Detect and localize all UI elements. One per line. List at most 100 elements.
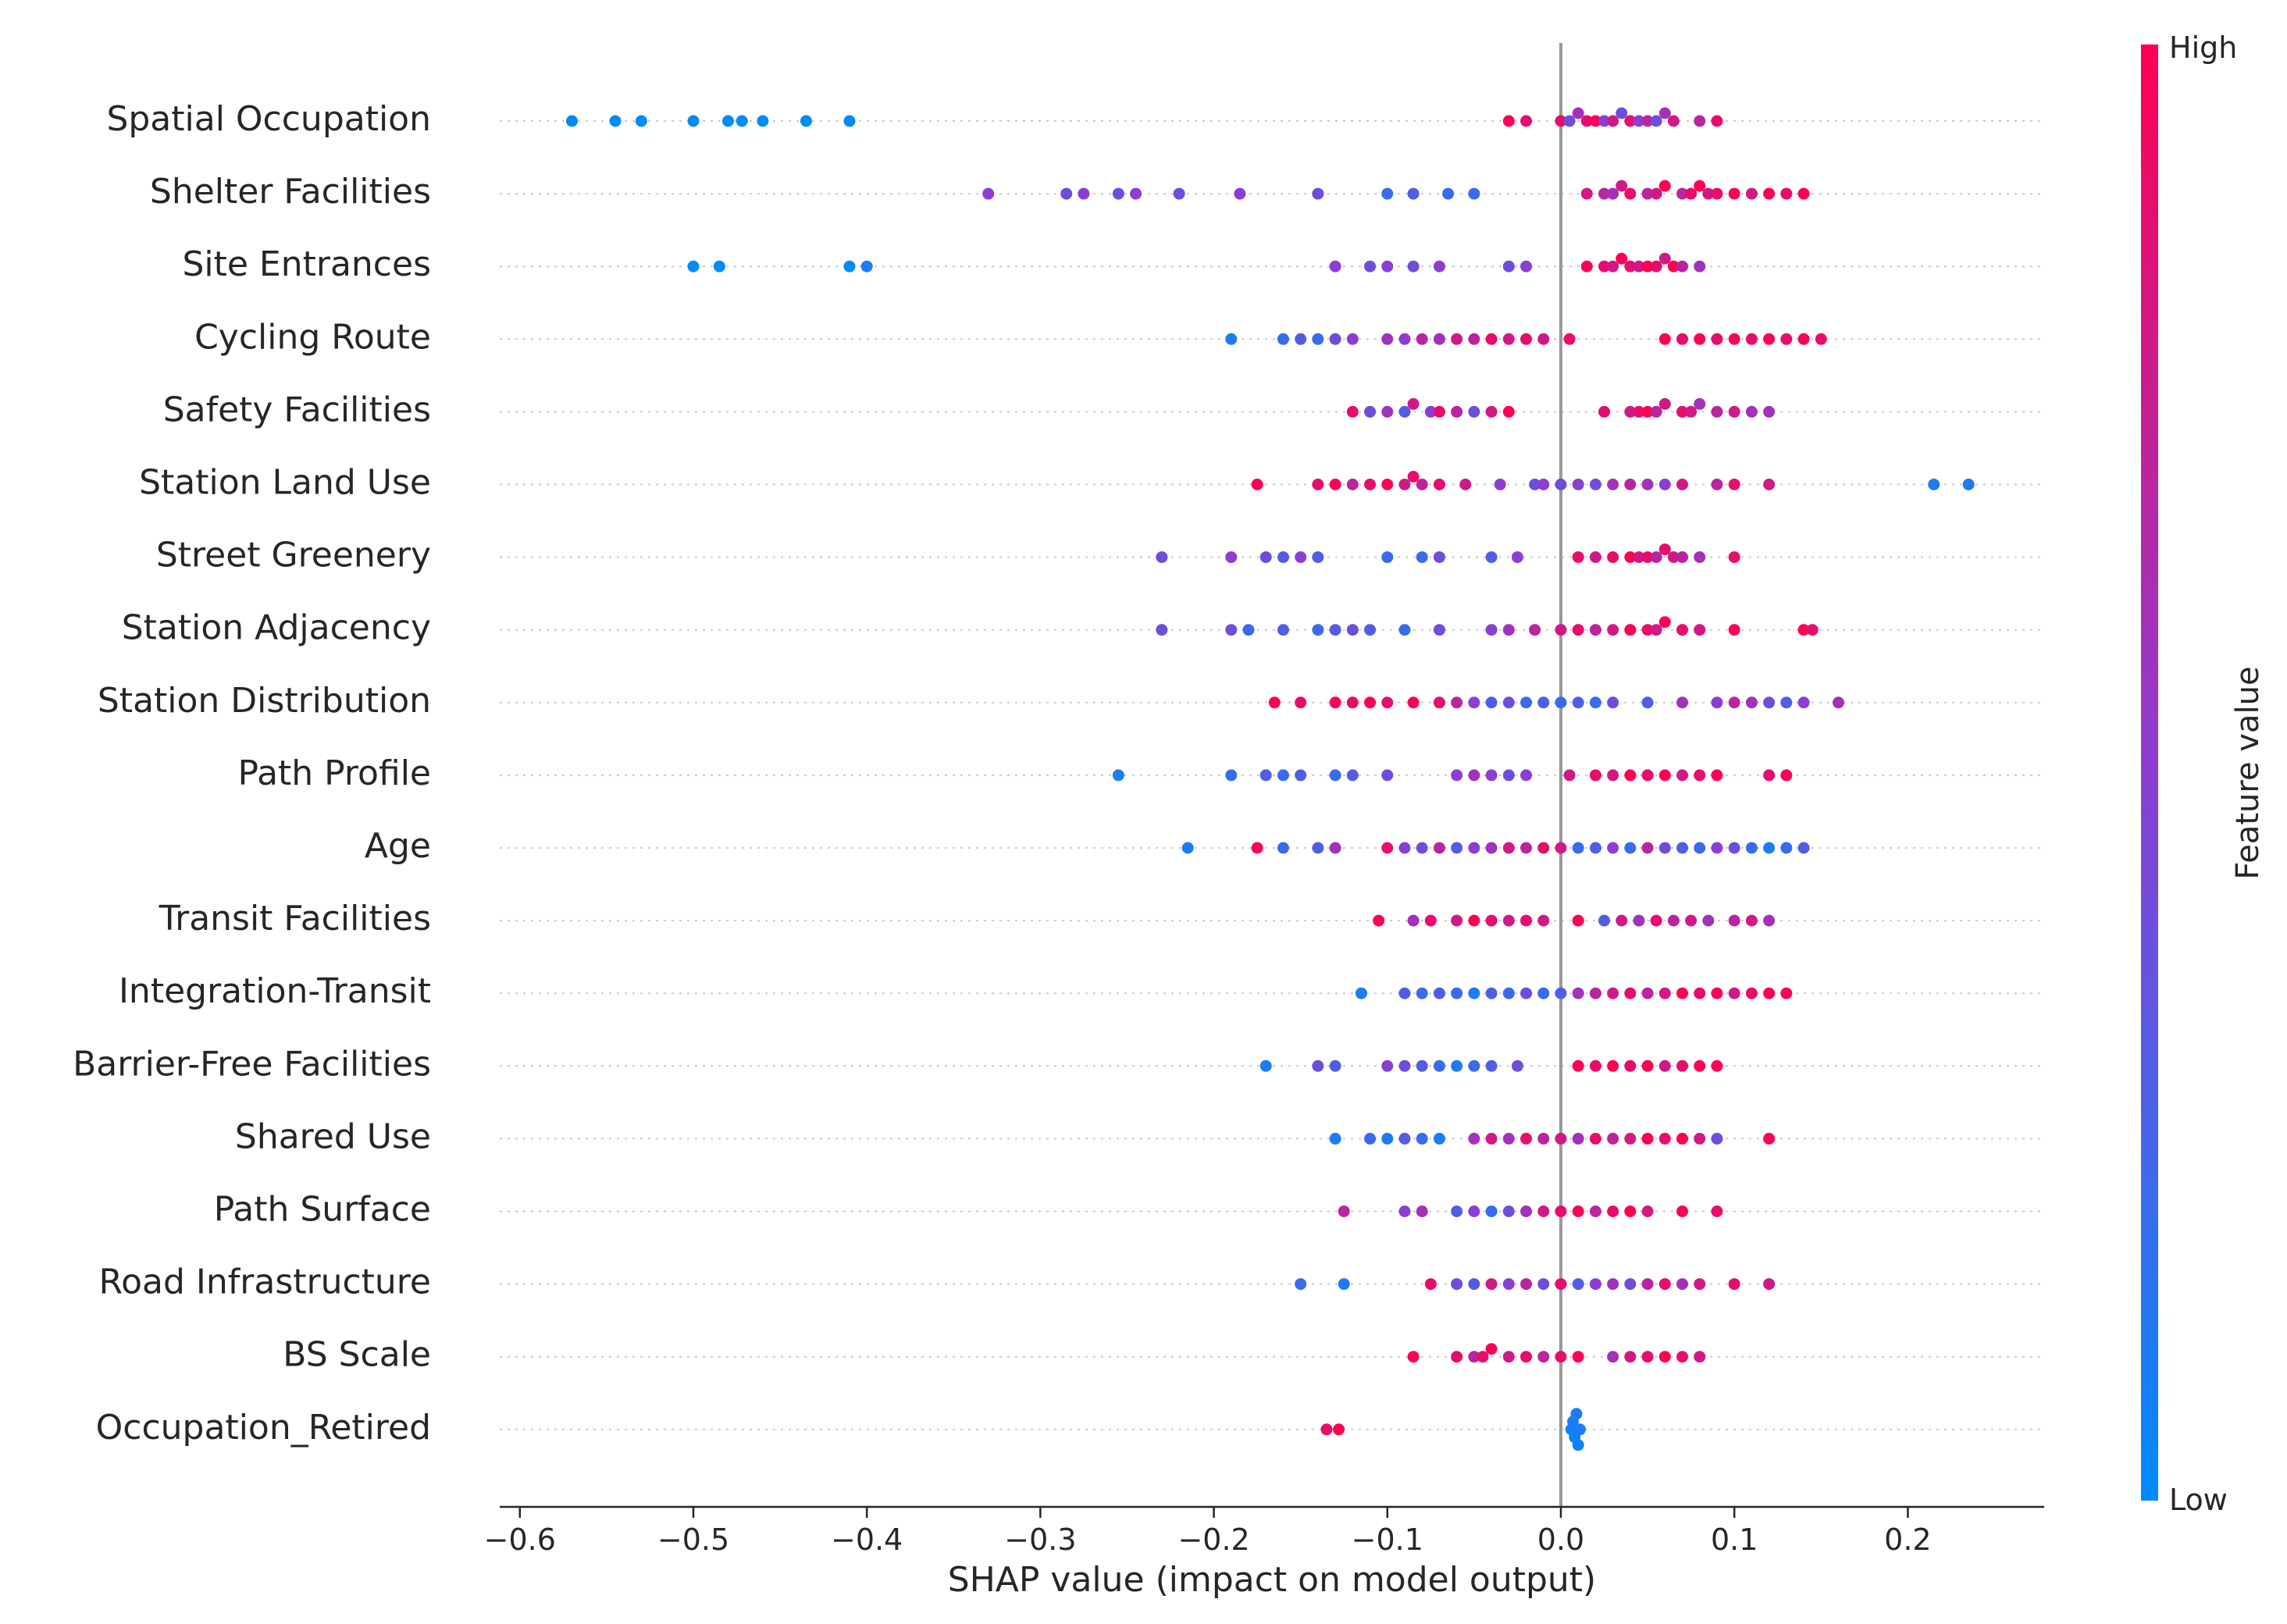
shap-point — [1745, 405, 1758, 418]
shap-point — [1702, 187, 1715, 200]
shap-point — [1598, 187, 1611, 200]
shap-point — [1485, 842, 1498, 854]
shap-point — [1346, 769, 1359, 782]
shap-point — [1616, 252, 1628, 265]
shap-point — [1537, 914, 1550, 927]
shap-point — [1676, 696, 1689, 709]
shap-point — [1338, 1206, 1350, 1217]
shap-point — [1658, 333, 1671, 345]
shap-point — [1572, 696, 1584, 709]
shap-point — [1797, 624, 1810, 636]
shap-point — [1676, 842, 1689, 854]
shap-point — [1468, 333, 1480, 345]
shap-point — [1694, 1132, 1706, 1145]
shap-point — [1658, 479, 1671, 490]
shap-point — [1633, 914, 1645, 927]
x-axis-title: SHAP value (impact on model output) — [948, 1560, 1596, 1600]
shap-point — [1676, 1278, 1689, 1291]
shap-point — [1624, 1351, 1637, 1363]
shap-point — [1598, 914, 1611, 927]
shap-point — [1381, 696, 1394, 709]
shap-point — [843, 260, 856, 272]
shap-point — [1676, 479, 1689, 490]
shap-point — [1451, 333, 1463, 345]
shap-point — [1676, 260, 1689, 272]
shap-point — [1329, 769, 1341, 782]
shap-point — [1711, 115, 1723, 127]
shap-point — [1676, 1351, 1689, 1363]
shap-point — [1694, 115, 1706, 127]
feature-label: Occupation_Retired — [96, 1408, 431, 1448]
shap-point — [1763, 1132, 1776, 1145]
shap-point — [1381, 551, 1394, 564]
shap-point — [1624, 1278, 1637, 1291]
shap-point — [1589, 1206, 1601, 1217]
feature-label: BS Scale — [283, 1335, 431, 1375]
shap-point — [1295, 769, 1307, 782]
shap-point — [1346, 479, 1359, 490]
shap-point — [1563, 115, 1576, 127]
shap-point — [1676, 187, 1689, 200]
shap-point — [1381, 842, 1394, 854]
shap-point — [1607, 1206, 1619, 1217]
shap-point — [1641, 987, 1654, 999]
shap-point — [1616, 180, 1628, 192]
shap-point — [1685, 914, 1697, 927]
shap-point — [1433, 333, 1445, 345]
shap-point — [1485, 1206, 1498, 1217]
shap-point — [1711, 333, 1723, 345]
shap-point — [687, 115, 700, 127]
shap-point — [1485, 624, 1498, 636]
shap-point — [1711, 842, 1723, 854]
shap-point — [1711, 479, 1723, 490]
shap-point — [1658, 769, 1671, 782]
shap-point — [1451, 1351, 1463, 1363]
shap-point — [1433, 987, 1445, 999]
shap-point — [1616, 107, 1628, 119]
shap-point — [1156, 551, 1168, 564]
x-tick-label: −0.5 — [657, 1522, 729, 1557]
shap-point — [1694, 624, 1706, 636]
shap-point — [1607, 842, 1619, 854]
shap-point — [1607, 769, 1619, 782]
x-tick-label: 0.0 — [1537, 1522, 1584, 1557]
shap-point — [1329, 696, 1341, 709]
shap-point — [1658, 107, 1671, 119]
shap-point — [1676, 1132, 1689, 1145]
shap-point — [1381, 479, 1394, 490]
shap-point — [1338, 1278, 1350, 1291]
shap-point — [1728, 696, 1740, 709]
shap-point — [1398, 333, 1411, 345]
shap-point — [1572, 1132, 1584, 1145]
shap-point — [1676, 1206, 1689, 1217]
shap-point — [1572, 1060, 1584, 1072]
shap-point — [1485, 405, 1498, 418]
shap-point — [1641, 405, 1654, 418]
shap-point — [1624, 479, 1637, 490]
shap-point — [1589, 1278, 1601, 1291]
shap-point — [1694, 1278, 1706, 1291]
shap-point — [1728, 1278, 1740, 1291]
shap-point — [1745, 333, 1758, 345]
shap-point — [860, 260, 873, 272]
shap-point — [1485, 914, 1498, 927]
shap-point — [1398, 624, 1411, 636]
shap-point — [1624, 1132, 1637, 1145]
shap-point — [1667, 551, 1680, 564]
shap-point — [1572, 551, 1584, 564]
shap-point — [1468, 1351, 1480, 1363]
shap-point — [1502, 405, 1515, 418]
shap-point — [1685, 187, 1697, 200]
shap-point — [1312, 842, 1324, 854]
shap-point — [1364, 1132, 1377, 1145]
shap-point — [1641, 624, 1654, 636]
shap-point — [1520, 1278, 1533, 1291]
shap-point — [1694, 551, 1706, 564]
feature-label: Street Greenery — [156, 536, 431, 575]
shap-point — [1728, 551, 1740, 564]
shap-point — [1641, 1132, 1654, 1145]
shap-point — [1502, 842, 1515, 854]
shap-point — [1676, 624, 1689, 636]
shap-point — [1728, 405, 1740, 418]
